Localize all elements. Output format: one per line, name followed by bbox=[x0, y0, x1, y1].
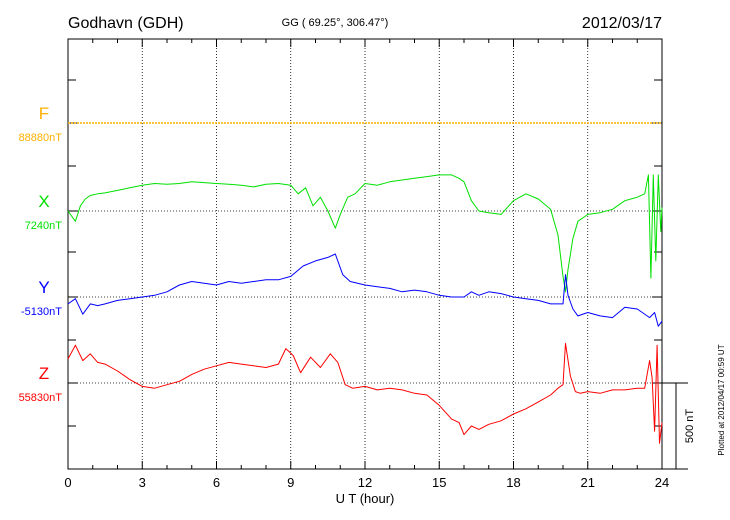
x-tick-label: 12 bbox=[358, 475, 372, 490]
scale-bar: 500 nT bbox=[662, 382, 696, 470]
series-baseline-f: 88880nT bbox=[19, 132, 63, 144]
series-line-x bbox=[67, 174, 663, 293]
scale-bar-label: 500 nT bbox=[684, 409, 696, 444]
x-tick-label: 21 bbox=[581, 475, 595, 490]
x-tick-label: 18 bbox=[506, 475, 520, 490]
series-baseline-y: -5130nT bbox=[21, 306, 62, 318]
series-name-f: F bbox=[39, 104, 49, 123]
x-tick-label: 24 bbox=[655, 475, 669, 490]
series-baseline-z: 55830nT bbox=[19, 392, 63, 404]
x-tick-label: 9 bbox=[287, 475, 294, 490]
x-tick-label: 3 bbox=[139, 475, 146, 490]
plotted-timestamp: Plotted at 2012/04/17 00:59 UT bbox=[717, 344, 726, 455]
x-tick-label: 0 bbox=[64, 475, 71, 490]
coordinates-label: GG ( 69.25°, 306.47°) bbox=[282, 17, 389, 29]
x-tick-label: 15 bbox=[432, 475, 446, 490]
series-name-x: X bbox=[38, 192, 49, 211]
series-line-y bbox=[67, 253, 663, 327]
date-label: 2012/03/17 bbox=[582, 15, 662, 32]
series-baseline-x: 7240nT bbox=[25, 220, 63, 232]
x-axis-label: U T (hour) bbox=[336, 491, 395, 506]
grid bbox=[68, 39, 662, 469]
series-name-z: Z bbox=[39, 364, 49, 383]
x-tick-label: 6 bbox=[213, 475, 220, 490]
series-group bbox=[67, 122, 663, 444]
series-name-y: Y bbox=[38, 278, 49, 297]
plot-frame bbox=[67, 38, 663, 470]
station-title: Godhavn (GDH) bbox=[68, 15, 184, 32]
series-labels: F 88880nT X 7240nT Y -5130nT Z 55830nT bbox=[19, 104, 63, 404]
axis-ticks: 0 3 6 9 12 15 18 21 24 bbox=[64, 39, 669, 490]
series-line-z bbox=[67, 342, 663, 444]
